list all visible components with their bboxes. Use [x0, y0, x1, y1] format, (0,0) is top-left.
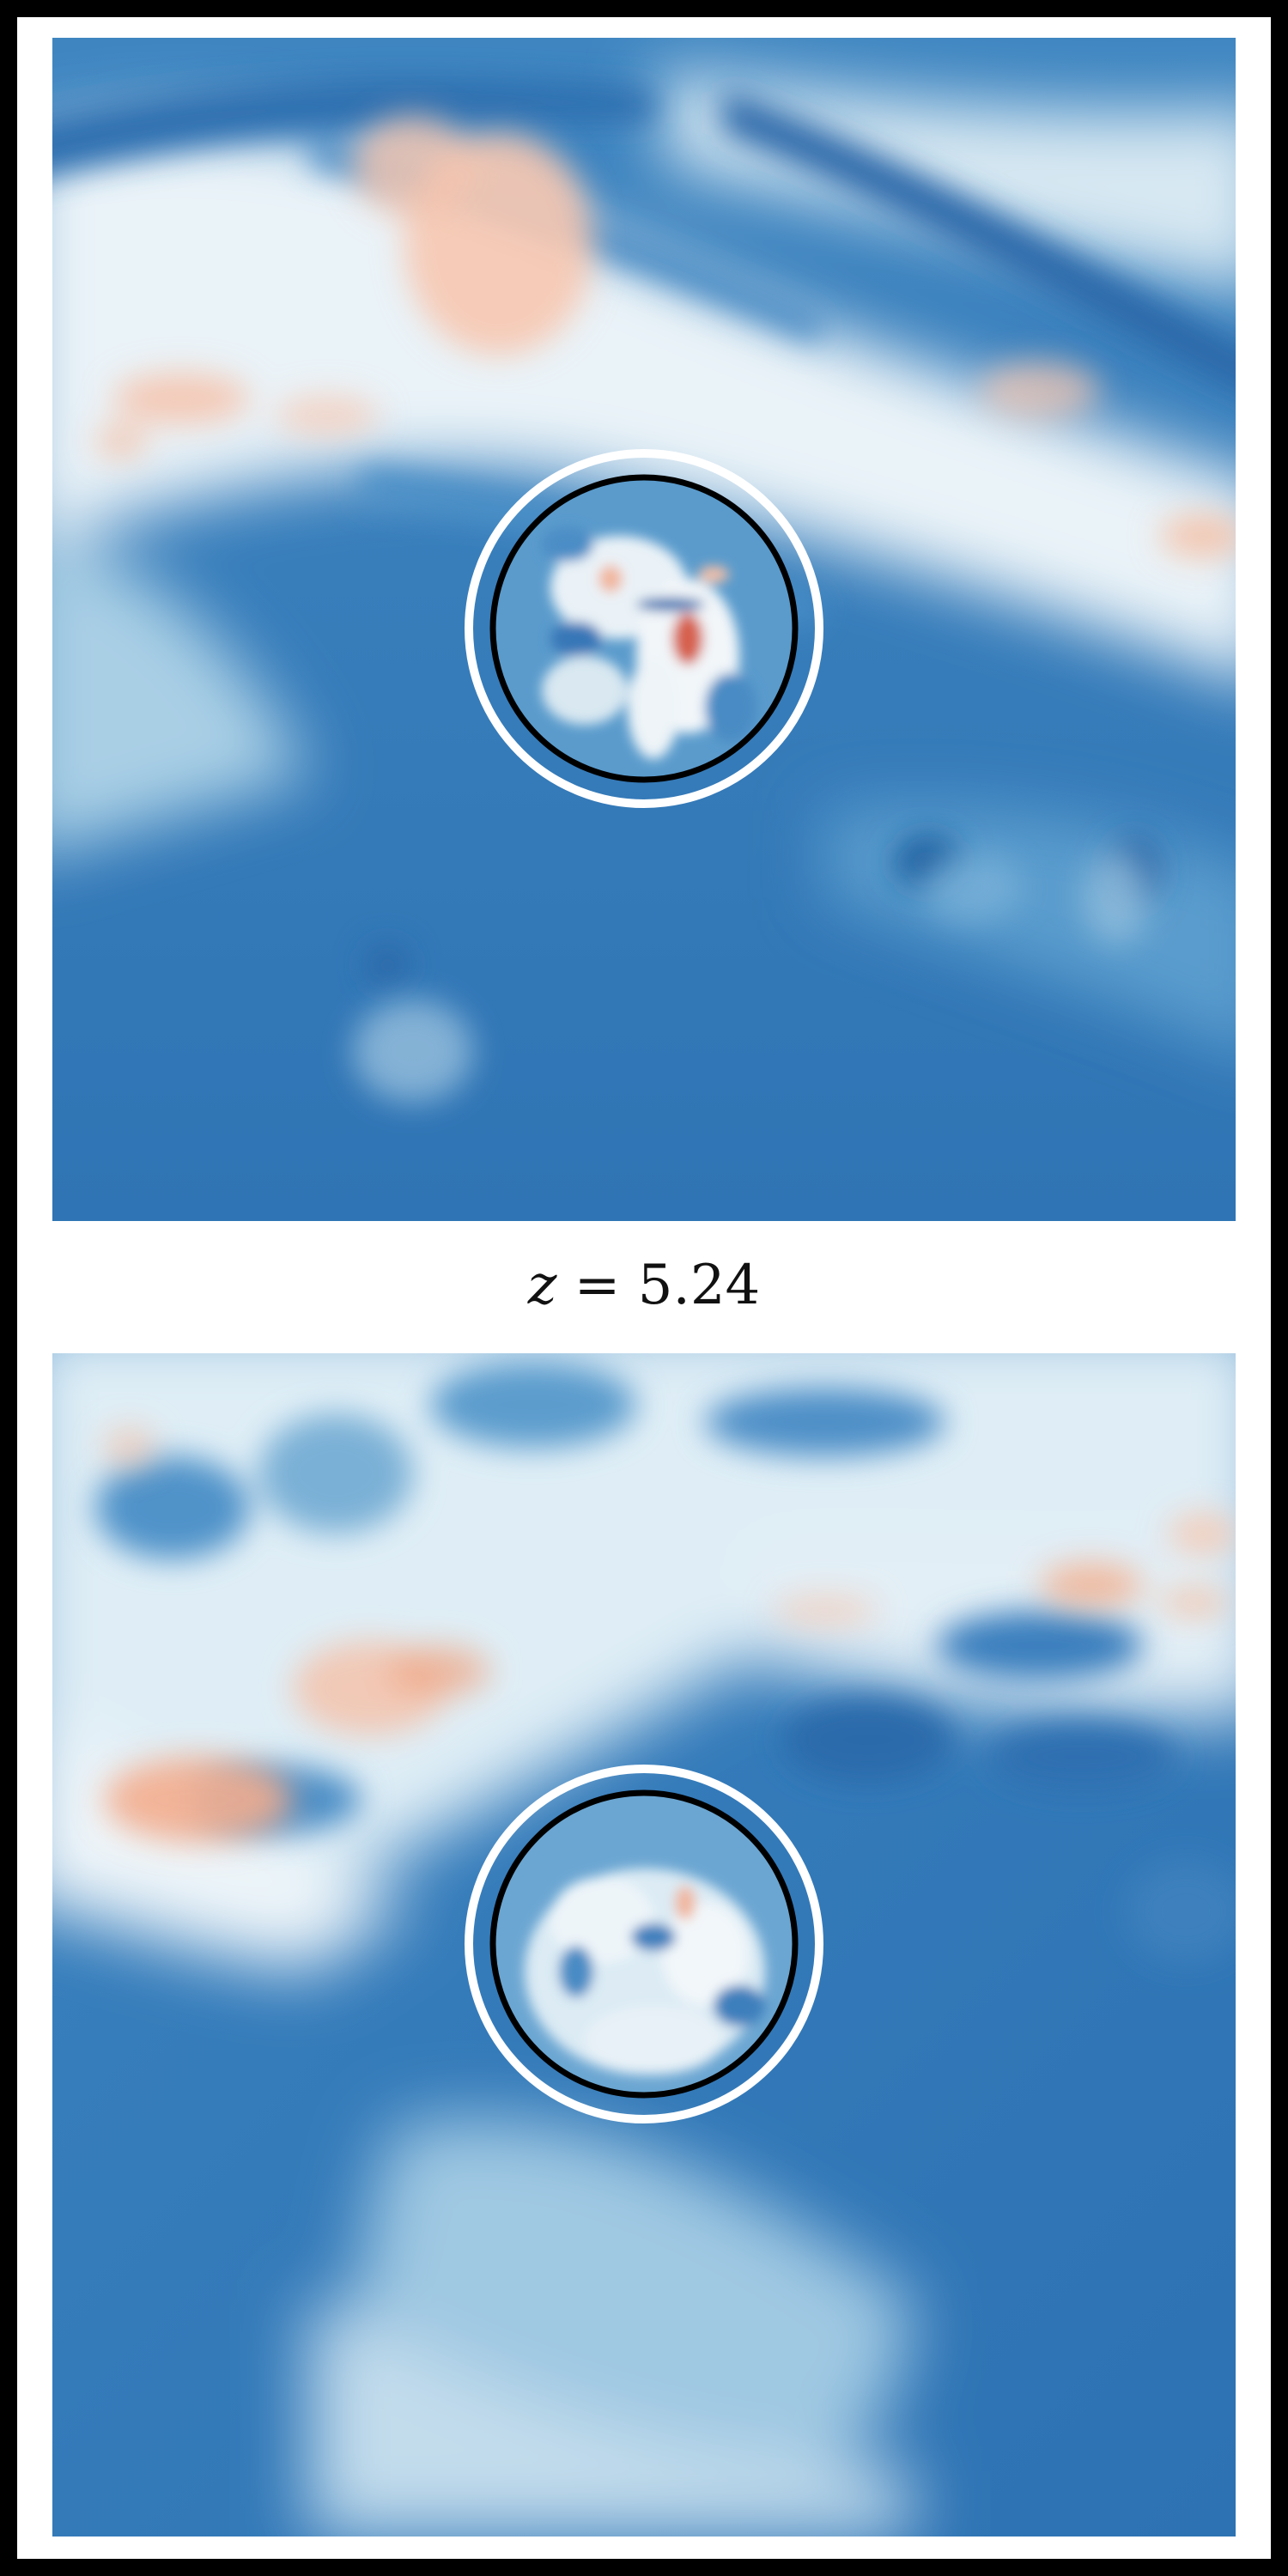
redshift-value: 5.24	[637, 1254, 761, 1317]
redshift-variable: z	[527, 1254, 557, 1317]
redshift-equals: =	[574, 1254, 621, 1317]
inner-circle-top	[489, 474, 799, 783]
map-panel-top	[52, 38, 1236, 1221]
map-panel-bottom	[52, 1353, 1236, 2537]
inner-circle-bottom	[489, 1789, 799, 2099]
outer-circle-top	[465, 449, 823, 808]
redshift-label: z = 5.24	[0, 1254, 1288, 1317]
outer-circle-bottom	[465, 1765, 823, 2123]
map-image-top	[52, 38, 1236, 1221]
map-image-bottom	[52, 1353, 1236, 2537]
